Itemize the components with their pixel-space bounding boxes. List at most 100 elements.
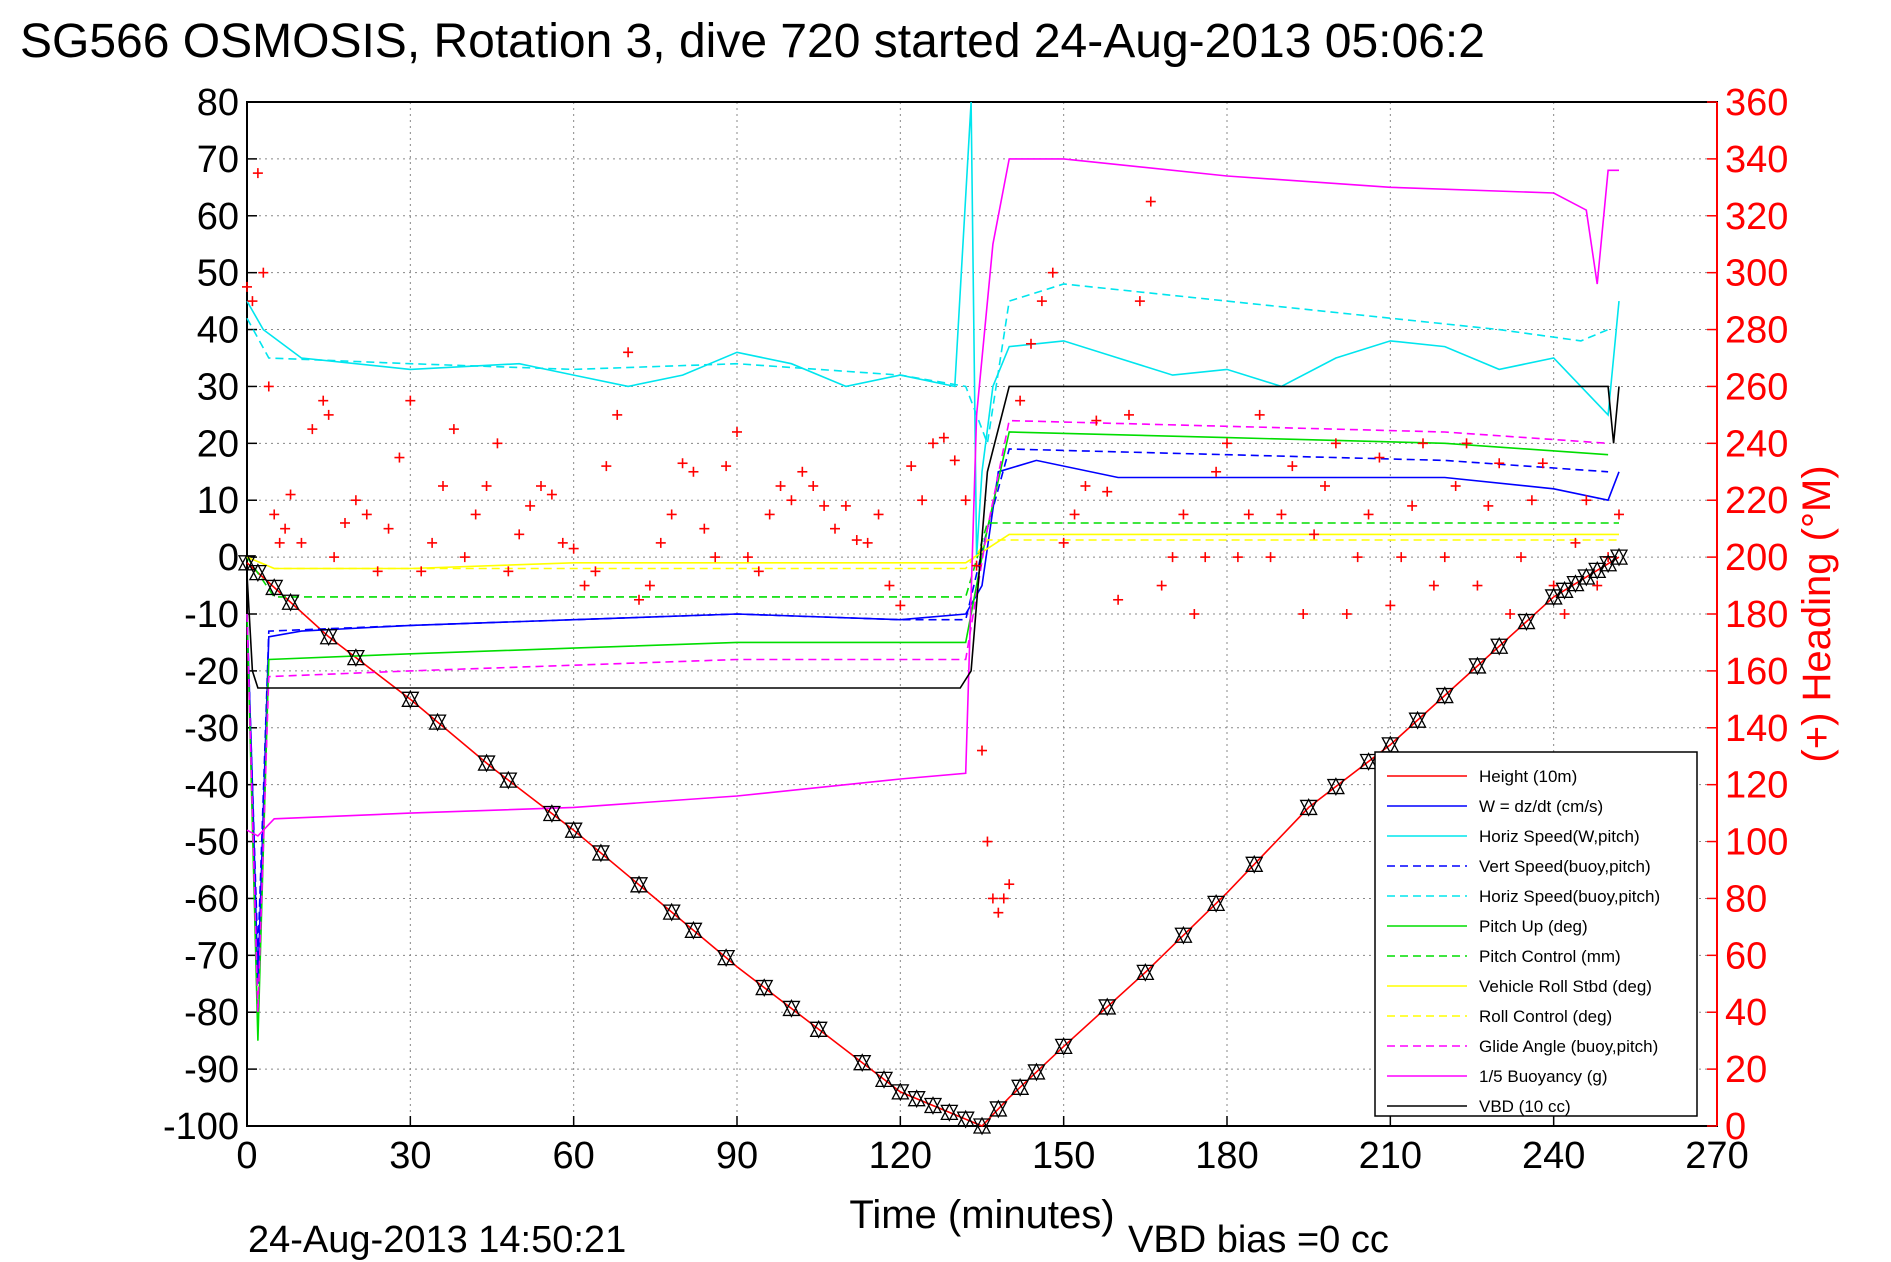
heading-point bbox=[263, 381, 274, 392]
heading-point bbox=[1091, 415, 1102, 426]
legend-label: Horiz Speed(buoy,pitch) bbox=[1479, 887, 1660, 906]
heading-point bbox=[503, 566, 514, 577]
footer-timestamp: 24-Aug-2013 14:50:21 bbox=[248, 1219, 626, 1261]
vbd-marker bbox=[853, 1053, 872, 1073]
heading-point bbox=[1559, 609, 1570, 619]
legend-label: Horiz Speed(W,pitch) bbox=[1479, 827, 1640, 846]
y-tick-label: -40 bbox=[184, 765, 239, 807]
x-tick-label: 150 bbox=[1032, 1135, 1095, 1177]
heading-point bbox=[579, 580, 590, 591]
legend-box bbox=[1374, 751, 1698, 1117]
vbd-marker bbox=[972, 1116, 992, 1136]
heading-point bbox=[1309, 529, 1320, 540]
heading-point bbox=[1570, 537, 1581, 548]
heading-point bbox=[721, 461, 732, 472]
vbd-marker bbox=[1517, 612, 1536, 631]
y-tick-label: 70 bbox=[197, 139, 239, 181]
vbd-marker bbox=[248, 563, 267, 583]
vbd-marker bbox=[401, 689, 420, 709]
x-tick-label: 120 bbox=[869, 1135, 932, 1177]
vbd-marker bbox=[1408, 710, 1427, 730]
legend-label: W = dz/dt (cm/s) bbox=[1479, 797, 1603, 816]
heading-point bbox=[383, 523, 394, 534]
series-layer bbox=[246, 101, 1620, 1127]
y-tick-label: 50 bbox=[197, 253, 239, 295]
heading-point bbox=[568, 543, 579, 554]
vbd-marker bbox=[1054, 1036, 1073, 1056]
heading-point bbox=[1047, 267, 1058, 278]
heading-point bbox=[851, 535, 862, 546]
vbd-marker bbox=[755, 978, 774, 997]
heading-point bbox=[1374, 452, 1385, 463]
heading-point bbox=[971, 560, 982, 571]
heading-point bbox=[1069, 509, 1080, 520]
y2-tick-label: 160 bbox=[1725, 651, 1788, 693]
heading-point bbox=[459, 552, 470, 563]
heading-point bbox=[285, 489, 296, 500]
heading-point bbox=[1178, 509, 1189, 520]
heading-point bbox=[1004, 879, 1015, 890]
heading-point bbox=[906, 461, 917, 472]
vbd-marker bbox=[782, 999, 801, 1018]
heading-point bbox=[1581, 495, 1592, 506]
heading-point bbox=[525, 500, 536, 511]
heading-point bbox=[960, 495, 971, 506]
y-tick-label: -90 bbox=[184, 1049, 239, 1091]
series-line-6 bbox=[246, 522, 1619, 598]
heading-point bbox=[884, 580, 895, 591]
heading-point bbox=[1156, 580, 1167, 591]
heading-point bbox=[949, 455, 960, 466]
heading-point bbox=[361, 509, 372, 520]
series-line-10 bbox=[246, 158, 1619, 837]
heading-point bbox=[1276, 509, 1287, 520]
vbd-marker bbox=[477, 753, 496, 773]
vbd-marker bbox=[989, 1099, 1008, 1119]
heading-point bbox=[623, 347, 634, 358]
y-tick-label: 20 bbox=[197, 423, 239, 465]
heading-point bbox=[438, 481, 448, 491]
series-line-1 bbox=[246, 459, 1620, 984]
y2-tick-label: 80 bbox=[1725, 878, 1767, 920]
series-line-11 bbox=[246, 385, 1620, 689]
heading-point bbox=[1418, 438, 1428, 449]
y2-tick-label: 200 bbox=[1725, 537, 1788, 579]
y2-tick-label: 100 bbox=[1725, 822, 1788, 864]
heading-point bbox=[1352, 552, 1363, 563]
heading-point bbox=[296, 537, 307, 548]
heading-point bbox=[1341, 609, 1352, 619]
x-axis: 0 30 60 90 120 150 180 210 240 270 bbox=[236, 1116, 1749, 1177]
vbd-marker bbox=[1490, 636, 1509, 656]
vbd-marker bbox=[499, 770, 518, 790]
heading-point bbox=[742, 552, 753, 563]
vbd-marker bbox=[1011, 1077, 1030, 1097]
heading-point bbox=[1407, 500, 1418, 511]
legend-label: Vert Speed(buoy,pitch) bbox=[1479, 857, 1651, 876]
y-tick-label: 60 bbox=[197, 196, 239, 238]
y2-tick-label: 340 bbox=[1725, 139, 1788, 181]
heading-point bbox=[1113, 594, 1124, 605]
series-line-4 bbox=[246, 283, 1609, 447]
vbd-marker bbox=[940, 1102, 959, 1122]
heading-point bbox=[1167, 552, 1178, 563]
heading-point bbox=[699, 523, 710, 534]
heading-point bbox=[1026, 338, 1036, 349]
y-tick-label: -30 bbox=[184, 708, 239, 750]
heading-point bbox=[764, 509, 775, 520]
legend-label: 1/5 Buoyancy (g) bbox=[1479, 1067, 1608, 1086]
heading-point bbox=[1243, 509, 1254, 520]
y2-tick-label: 320 bbox=[1725, 196, 1788, 238]
heading-point bbox=[775, 481, 786, 491]
y2-tick-label: 180 bbox=[1725, 594, 1788, 636]
heading-point bbox=[536, 481, 546, 491]
y2-tick-label: 140 bbox=[1725, 708, 1788, 750]
heading-point bbox=[1058, 537, 1069, 548]
legend-label: Roll Control (deg) bbox=[1479, 1007, 1612, 1026]
vbd-marker bbox=[1174, 925, 1193, 945]
heading-point bbox=[1614, 509, 1624, 520]
y2-tick-label: 220 bbox=[1725, 480, 1788, 522]
vbd-marker bbox=[809, 1019, 828, 1039]
vbd-marker bbox=[1027, 1062, 1046, 1082]
legend-label: Glide Angle (buoy,pitch) bbox=[1479, 1037, 1658, 1056]
y-tick-label: -80 bbox=[184, 992, 239, 1034]
heading-point bbox=[1320, 481, 1330, 491]
